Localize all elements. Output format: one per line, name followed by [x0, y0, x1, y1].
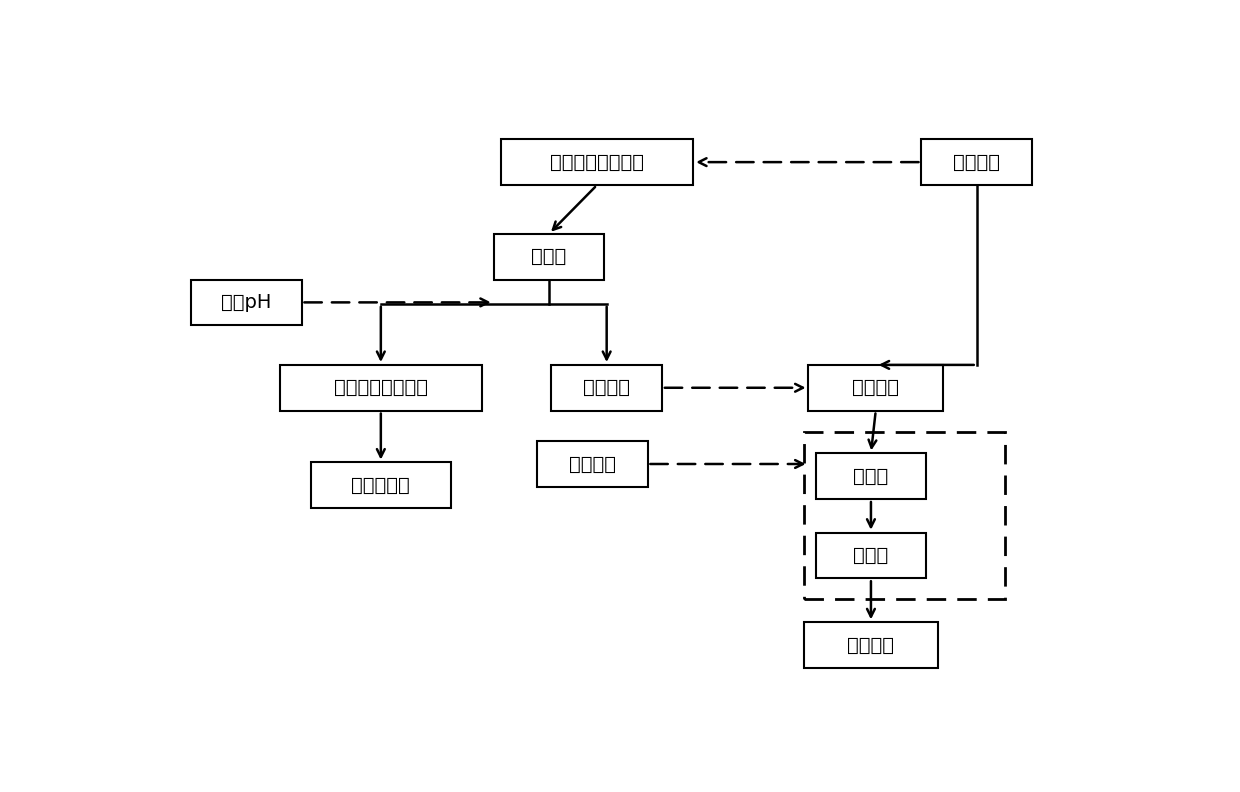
Bar [816, 532, 926, 578]
Bar [921, 139, 1032, 185]
Bar [280, 365, 481, 410]
Text: 调节pH: 调节pH [221, 293, 272, 312]
Text: 上部溶液: 上部溶液 [583, 379, 630, 398]
Bar [804, 432, 1006, 600]
Text: 甲烷相: 甲烷相 [853, 546, 889, 565]
Text: 固态污泥: 固态污泥 [852, 379, 899, 398]
Bar [191, 280, 301, 326]
Bar [537, 441, 647, 487]
Bar [804, 623, 939, 668]
Text: 醇化相: 醇化相 [853, 466, 889, 485]
Text: 金属氢氧化物沉积: 金属氢氧化物沉积 [334, 379, 428, 398]
Text: 回收重金属: 回收重金属 [351, 476, 410, 495]
Bar [816, 453, 926, 499]
Text: 等电点预处理污泥: 等电点预处理污泥 [551, 153, 644, 172]
Text: 厌氧消化: 厌氧消化 [847, 636, 894, 655]
Text: 去离子水: 去离子水 [569, 455, 616, 474]
Bar [808, 365, 942, 410]
Text: 固液分离: 固液分离 [954, 153, 1001, 172]
Bar [311, 463, 450, 508]
Text: 上清液: 上清液 [532, 247, 567, 266]
Bar [494, 234, 604, 280]
Bar [552, 365, 662, 410]
Bar [501, 139, 693, 185]
